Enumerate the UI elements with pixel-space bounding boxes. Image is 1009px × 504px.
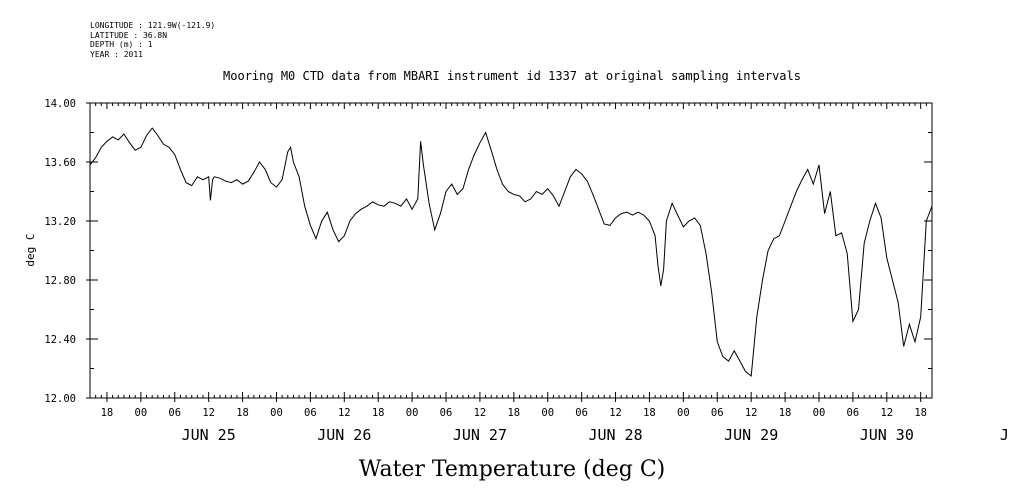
x-tick-label: 18 <box>643 407 656 419</box>
y-tick-label: 12.40 <box>44 334 76 346</box>
day-label: JUN 29 <box>724 426 778 444</box>
longitude-label: LONGITUDE : 121.9W(-121.9) <box>90 21 216 30</box>
y-tick-labels: 12.00 12.40 12.80 13.20 13.60 14.00 <box>44 98 76 405</box>
plot-frame <box>89 102 933 399</box>
x-axis-label: Water Temperature (deg C) <box>359 457 666 482</box>
x-tick-label: 06 <box>575 407 588 419</box>
chart-title: Mooring M0 CTD data from MBARI instrumen… <box>223 69 801 83</box>
day-label: JUL 1 <box>1000 426 1009 444</box>
tick-marks <box>86 102 933 402</box>
x-tick-label: 06 <box>711 407 724 419</box>
x-tick-label: 12 <box>202 407 215 419</box>
x-tick-label: 00 <box>677 407 690 419</box>
latitude-label: LATITUDE : 36.8N <box>90 30 168 40</box>
x-tick-label: 06 <box>304 407 317 419</box>
y-tick-label: 13.20 <box>44 216 76 228</box>
water-temperature-line <box>89 127 933 377</box>
metadata-block: LONGITUDE : 121.9W(-121.9) LATITUDE : 36… <box>90 21 215 59</box>
x-tick-label: 12 <box>338 407 351 419</box>
x-tick-label: 18 <box>101 407 114 419</box>
day-label: JUN 26 <box>317 426 371 444</box>
x-tick-label: 18 <box>507 407 520 419</box>
year-label: YEAR : 2011 <box>90 49 143 59</box>
y-tick-label: 12.00 <box>44 393 76 405</box>
x-tick-label: 18 <box>914 407 927 419</box>
x-tick-label: 18 <box>779 407 792 419</box>
day-label: JUN 30 <box>860 426 914 444</box>
x-tick-label: 18 <box>236 407 249 419</box>
x-tick-label: 12 <box>609 407 622 419</box>
depth-label: DEPTH (m) : 1 <box>90 40 153 49</box>
x-tick-label: 00 <box>541 407 554 419</box>
day-label: JUN 27 <box>453 426 507 444</box>
x-tick-labels: 18 00 06 12 18 00 06 12 18 00 06 12 18 00 06 12 18 00 06 12… <box>101 407 927 419</box>
x-tick-label: 06 <box>440 407 453 419</box>
x-tick-label: 12 <box>880 407 893 419</box>
x-tick-label: 18 <box>372 407 385 419</box>
x-tick-label: 12 <box>745 407 758 419</box>
y-axis-label: deg C <box>24 233 37 266</box>
x-tick-label: 00 <box>406 407 419 419</box>
y-tick-label: 13.60 <box>44 157 76 169</box>
x-tick-label: 12 <box>474 407 487 419</box>
x-tick-label: 06 <box>168 407 181 419</box>
x-tick-label: 00 <box>270 407 283 419</box>
y-tick-label: 12.80 <box>44 275 76 287</box>
x-tick-label: 00 <box>813 407 826 419</box>
x-tick-label: 00 <box>135 407 148 419</box>
day-label: JUN 25 <box>182 426 236 444</box>
day-label: JUN 28 <box>588 426 642 444</box>
y-tick-label: 14.00 <box>44 98 76 110</box>
x-tick-label: 06 <box>847 407 860 419</box>
day-labels: JUN 25 JUN 26 JUN 27 JUN 28 JUN 29 JUN 30 JUL … <box>182 426 1009 444</box>
